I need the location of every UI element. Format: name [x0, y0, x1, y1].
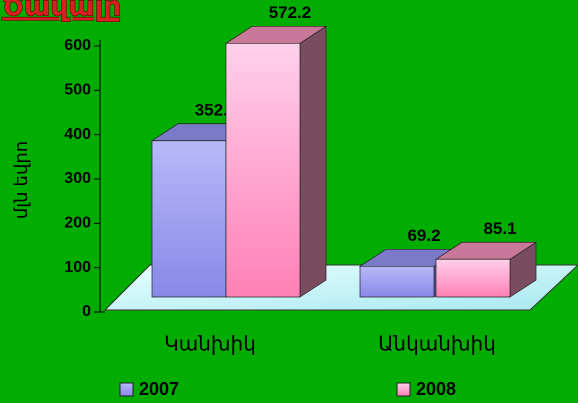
y-tick-label: 600 — [64, 37, 91, 54]
bar-face — [435, 258, 511, 298]
y-tick-label: 300 — [64, 170, 91, 187]
bar — [434, 241, 538, 298]
legend-label: 2007 — [139, 379, 179, 399]
bar-face — [225, 42, 301, 298]
bar-face — [299, 25, 327, 298]
y-tick-label: 400 — [64, 126, 91, 143]
legend-swatch — [396, 382, 411, 397]
y-tick-label: 100 — [64, 259, 91, 276]
x-tick-label: Կանխիկ — [164, 333, 256, 355]
legend-swatch — [119, 382, 134, 397]
y-tick-label: 0 — [82, 303, 91, 320]
x-tick-label: Անկանխիկ — [378, 333, 496, 355]
bar — [224, 25, 328, 298]
chart-title: Ծավալը — [2, 0, 121, 21]
value-label: 85.1 — [483, 219, 516, 238]
bar-face — [359, 265, 435, 298]
value-label: 69.2 — [407, 226, 440, 245]
y-tick-label: 500 — [64, 82, 91, 99]
bar-face — [151, 140, 227, 298]
value-label: 572.2 — [269, 3, 312, 22]
y-tick-label: 200 — [64, 215, 91, 232]
legend-label: 2008 — [416, 379, 456, 399]
y-axis-label: մլն եվրո — [11, 141, 31, 219]
